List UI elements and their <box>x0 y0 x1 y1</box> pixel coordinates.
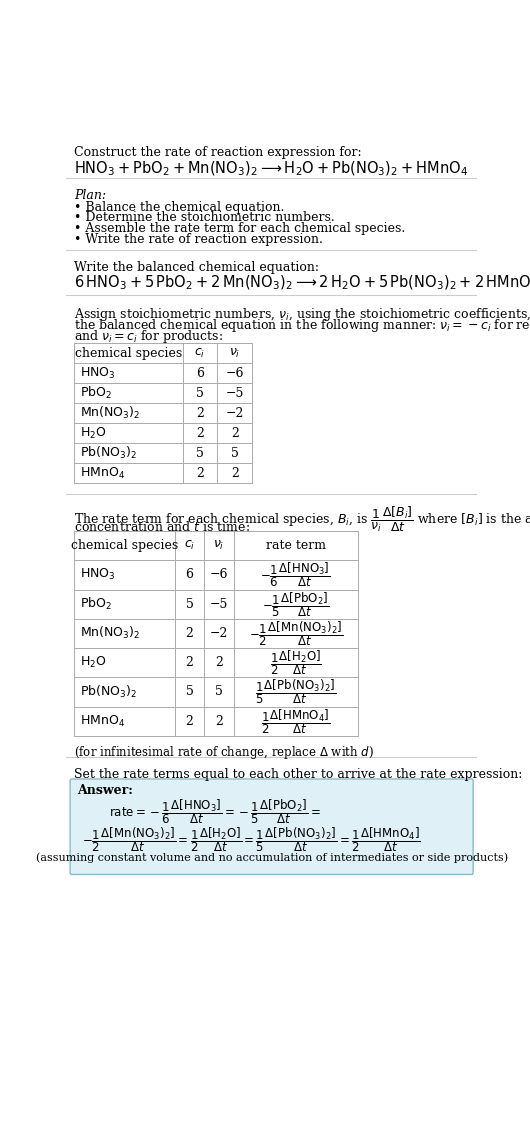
Text: −6: −6 <box>210 569 228 581</box>
Text: Assign stoichiometric numbers, $\nu_i$, using the stoichiometric coefficients, $: Assign stoichiometric numbers, $\nu_i$, … <box>74 307 530 324</box>
Text: (for infinitesimal rate of change, replace $\Delta$ with $d$): (for infinitesimal rate of change, repla… <box>74 743 374 760</box>
Text: 2: 2 <box>215 715 223 727</box>
Text: $\mathrm{PbO_2}$: $\mathrm{PbO_2}$ <box>80 385 112 401</box>
Text: $\mathrm{HMnO_4}$: $\mathrm{HMnO_4}$ <box>80 466 125 481</box>
Text: −5: −5 <box>210 597 228 611</box>
Text: concentration and $t$ is time:: concentration and $t$ is time: <box>74 520 250 535</box>
Text: $\dfrac{1}{2}\dfrac{\Delta[\mathrm{H_2O}]}{\Delta t}$: $\dfrac{1}{2}\dfrac{\Delta[\mathrm{H_2O}… <box>270 649 322 677</box>
Text: 5: 5 <box>186 685 193 699</box>
Text: $\mathrm{Mn(NO_3)_2}$: $\mathrm{Mn(NO_3)_2}$ <box>80 405 140 422</box>
Text: the balanced chemical equation in the following manner: $\nu_i = -c_i$ for react: the balanced chemical equation in the fo… <box>74 317 530 334</box>
Text: 2: 2 <box>196 426 204 440</box>
Text: • Determine the stoichiometric numbers.: • Determine the stoichiometric numbers. <box>74 212 335 225</box>
Text: $\mathrm{HNO_3 + PbO_2 + Mn(NO_3)_2 \longrightarrow H_2O + Pb(NO_3)_2 + HMnO_4}$: $\mathrm{HNO_3 + PbO_2 + Mn(NO_3)_2 \lon… <box>74 160 468 178</box>
Text: $\mathrm{H_2O}$: $\mathrm{H_2O}$ <box>80 425 107 441</box>
Text: 2: 2 <box>215 657 223 669</box>
Text: 2: 2 <box>186 627 193 640</box>
Text: 2: 2 <box>196 466 204 480</box>
Text: • Assemble the rate term for each chemical species.: • Assemble the rate term for each chemic… <box>74 222 405 235</box>
Text: 5: 5 <box>215 685 223 699</box>
Text: $\nu_i$: $\nu_i$ <box>213 539 225 552</box>
Text: chemical species: chemical species <box>75 347 182 360</box>
Text: The rate term for each chemical species, $B_i$, is $\dfrac{1}{\nu_i}\dfrac{\Delt: The rate term for each chemical species,… <box>74 505 530 534</box>
Text: 6: 6 <box>196 367 204 380</box>
Text: $-\dfrac{1}{2}\dfrac{\Delta[\mathrm{Mn(NO_3)_2}]}{\Delta t} = \dfrac{1}{2}\dfrac: $-\dfrac{1}{2}\dfrac{\Delta[\mathrm{Mn(N… <box>82 825 420 854</box>
Text: −6: −6 <box>226 367 244 380</box>
Text: $\mathrm{HNO_3}$: $\mathrm{HNO_3}$ <box>80 366 116 381</box>
Text: $-\dfrac{1}{5}\dfrac{\Delta[\mathrm{PbO_2}]}{\Delta t}$: $-\dfrac{1}{5}\dfrac{\Delta[\mathrm{PbO_… <box>262 589 330 619</box>
Text: $\mathrm{6\,HNO_3 + 5\,PbO_2 + 2\,Mn(NO_3)_2 \longrightarrow 2\,H_2O + 5\,Pb(NO_: $\mathrm{6\,HNO_3 + 5\,PbO_2 + 2\,Mn(NO_… <box>74 274 530 292</box>
Text: 5: 5 <box>186 597 193 611</box>
Text: $\mathrm{Mn(NO_3)_2}$: $\mathrm{Mn(NO_3)_2}$ <box>80 626 140 642</box>
Text: −5: −5 <box>226 386 244 400</box>
Text: $-\dfrac{1}{2}\dfrac{\Delta[\mathrm{Mn(NO_3)_2}]}{\Delta t}$: $-\dfrac{1}{2}\dfrac{\Delta[\mathrm{Mn(N… <box>249 619 343 648</box>
Text: $\mathrm{HMnO_4}$: $\mathrm{HMnO_4}$ <box>80 714 125 728</box>
Text: 5: 5 <box>196 447 204 459</box>
Text: Set the rate terms equal to each other to arrive at the rate expression:: Set the rate terms equal to each other t… <box>74 768 523 781</box>
Text: • Balance the chemical equation.: • Balance the chemical equation. <box>74 201 285 213</box>
Text: $c_i$: $c_i$ <box>195 347 206 360</box>
Text: Construct the rate of reaction expression for:: Construct the rate of reaction expressio… <box>74 146 361 160</box>
Text: Plan:: Plan: <box>74 189 106 202</box>
Text: chemical species: chemical species <box>70 539 178 552</box>
Text: and $\nu_i = c_i$ for products:: and $\nu_i = c_i$ for products: <box>74 328 223 344</box>
Text: $\mathrm{Pb(NO_3)_2}$: $\mathrm{Pb(NO_3)_2}$ <box>80 684 137 700</box>
Text: rate term: rate term <box>266 539 325 552</box>
Text: $-\dfrac{1}{6}\dfrac{\Delta[\mathrm{HNO_3}]}{\Delta t}$: $-\dfrac{1}{6}\dfrac{\Delta[\mathrm{HNO_… <box>260 561 331 589</box>
Text: 2: 2 <box>186 715 193 727</box>
Text: $\mathrm{H_2O}$: $\mathrm{H_2O}$ <box>80 656 107 670</box>
Text: $\mathrm{rate} = -\dfrac{1}{6}\dfrac{\Delta[\mathrm{HNO_3}]}{\Delta t} = -\dfrac: $\mathrm{rate} = -\dfrac{1}{6}\dfrac{\De… <box>109 798 321 826</box>
Text: −2: −2 <box>210 627 228 640</box>
Text: • Write the rate of reaction expression.: • Write the rate of reaction expression. <box>74 233 323 246</box>
Text: 5: 5 <box>196 386 204 400</box>
Text: $c_i$: $c_i$ <box>184 539 195 552</box>
FancyBboxPatch shape <box>70 779 473 874</box>
Text: 5: 5 <box>231 447 239 459</box>
Text: 2: 2 <box>231 426 239 440</box>
Text: 2: 2 <box>231 466 239 480</box>
Text: $\dfrac{1}{2}\dfrac{\Delta[\mathrm{HMnO_4}]}{\Delta t}$: $\dfrac{1}{2}\dfrac{\Delta[\mathrm{HMnO_… <box>261 707 330 735</box>
Text: $\mathrm{PbO_2}$: $\mathrm{PbO_2}$ <box>80 596 112 612</box>
Text: Answer:: Answer: <box>77 783 133 797</box>
Text: $\mathrm{HNO_3}$: $\mathrm{HNO_3}$ <box>80 568 116 583</box>
Text: Write the balanced chemical equation:: Write the balanced chemical equation: <box>74 261 319 274</box>
Text: 6: 6 <box>186 569 193 581</box>
Text: −2: −2 <box>226 407 244 420</box>
Text: $\mathrm{Pb(NO_3)_2}$: $\mathrm{Pb(NO_3)_2}$ <box>80 446 137 462</box>
Text: 2: 2 <box>196 407 204 420</box>
Text: (assuming constant volume and no accumulation of intermediates or side products): (assuming constant volume and no accumul… <box>36 853 508 863</box>
Text: $\dfrac{1}{5}\dfrac{\Delta[\mathrm{Pb(NO_3)_2}]}{\Delta t}$: $\dfrac{1}{5}\dfrac{\Delta[\mathrm{Pb(NO… <box>255 677 337 707</box>
Text: $\nu_i$: $\nu_i$ <box>229 347 241 360</box>
Text: 2: 2 <box>186 657 193 669</box>
